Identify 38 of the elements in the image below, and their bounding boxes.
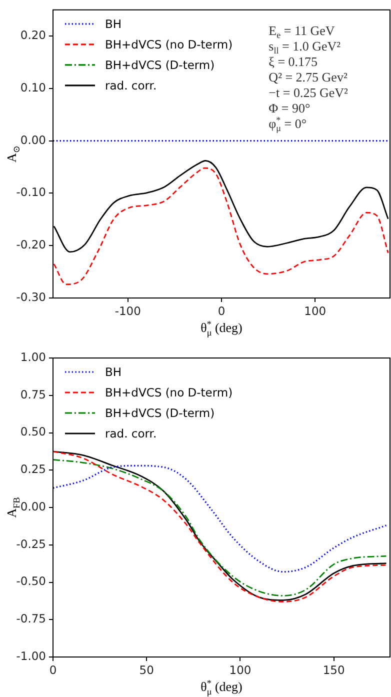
y-tick-label: 0.20 [20,28,46,42]
annotation: Q² = 2.75 Gev² [268,69,348,84]
x-tick-label: 0 [218,304,226,318]
y-tick-label: -0.20 [16,238,46,252]
legend-label: BH [105,365,122,379]
legend-label: rad. corr. [105,426,157,440]
x-tick-label: 150 [322,662,345,677]
x-tick-label: 100 [229,662,252,677]
line-series [53,464,388,573]
y-tick-label: 0.00 [20,132,46,147]
y-tick-label: -0.30 [16,290,46,304]
y-axis-title: A⊙ [4,145,22,162]
y-tick-label: -1.00 [16,648,46,663]
y-tick-label: 0.00 [20,499,46,514]
y-tick-label: 0.50 [20,424,46,439]
legend-label: BH+dVCS (no D-term) [105,37,233,52]
x-tick-label: -100 [114,304,141,318]
y-tick-label: -0.10 [16,185,46,200]
legend-label: BH [105,16,122,31]
annotation: −t = 0.25 GeV² [268,84,348,100]
x-tick-label: 0 [49,662,57,677]
legend-label: BH+dVCS (no D-term) [105,386,233,400]
y-tick-label: -0.25 [16,536,46,551]
y-axis-title: AFB [4,497,22,518]
y-tick-label: 1.00 [20,350,46,364]
annotation: ξ = 0.175 [268,54,318,69]
legend-label: BH+dVCS (D-term) [105,58,215,72]
line-series [53,167,389,286]
legend-label: BH+dVCS (D-term) [105,406,215,420]
y-tick-label: 0.25 [20,462,46,476]
y-tick-label: -0.50 [16,574,46,588]
x-tick-label: 100 [304,304,326,318]
y-tick-label: 0.10 [20,80,46,94]
y-tick-label: -0.75 [16,612,46,626]
legend-label: rad. corr. [105,78,157,92]
y-tick-label: 0.75 [20,387,46,402]
annotation: Φ = 90° [268,100,310,116]
x-tick-label: 50 [139,662,154,677]
